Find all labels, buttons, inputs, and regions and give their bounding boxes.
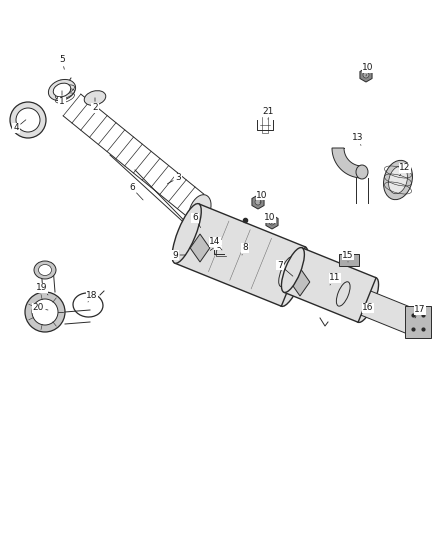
Text: 8: 8: [242, 244, 248, 255]
Text: 20: 20: [32, 303, 48, 312]
Text: 14: 14: [209, 238, 222, 250]
Text: 10: 10: [362, 63, 374, 76]
Text: 5: 5: [59, 55, 65, 69]
Ellipse shape: [34, 261, 56, 279]
Ellipse shape: [189, 195, 211, 225]
Text: 17: 17: [414, 305, 426, 318]
Ellipse shape: [84, 91, 106, 106]
Text: 6: 6: [210, 240, 221, 251]
Ellipse shape: [295, 263, 311, 293]
Text: 12: 12: [399, 164, 411, 176]
Text: 9: 9: [172, 251, 185, 260]
Polygon shape: [284, 248, 376, 322]
Ellipse shape: [39, 264, 52, 276]
Polygon shape: [360, 68, 372, 82]
Ellipse shape: [389, 166, 407, 193]
FancyBboxPatch shape: [405, 306, 431, 338]
Text: 13: 13: [352, 133, 364, 146]
Ellipse shape: [269, 219, 275, 225]
Text: 7: 7: [277, 261, 293, 276]
Polygon shape: [252, 195, 264, 209]
Ellipse shape: [49, 79, 76, 101]
Text: 18: 18: [86, 290, 98, 302]
Ellipse shape: [255, 199, 261, 205]
Ellipse shape: [356, 278, 378, 322]
Ellipse shape: [25, 292, 65, 332]
Text: 19: 19: [36, 284, 48, 295]
Polygon shape: [190, 234, 210, 262]
Ellipse shape: [16, 108, 40, 132]
Ellipse shape: [363, 72, 369, 78]
Ellipse shape: [282, 247, 304, 293]
Ellipse shape: [279, 247, 308, 306]
Text: 21: 21: [262, 108, 274, 119]
Polygon shape: [175, 204, 305, 306]
Text: 6: 6: [129, 183, 143, 200]
Text: 6: 6: [192, 214, 201, 228]
Text: 3: 3: [167, 174, 181, 184]
Polygon shape: [332, 148, 362, 178]
Ellipse shape: [172, 204, 201, 263]
Ellipse shape: [279, 257, 295, 287]
Ellipse shape: [32, 299, 58, 325]
Ellipse shape: [406, 310, 420, 334]
Text: 10: 10: [264, 214, 276, 224]
Polygon shape: [281, 257, 309, 293]
FancyBboxPatch shape: [339, 254, 359, 266]
Ellipse shape: [197, 227, 213, 257]
Text: 2: 2: [92, 98, 98, 112]
Ellipse shape: [336, 282, 350, 306]
Text: 10: 10: [256, 190, 268, 203]
Text: 4: 4: [13, 120, 26, 133]
Text: 1: 1: [59, 91, 65, 107]
Text: 11: 11: [329, 273, 341, 285]
Text: 15: 15: [342, 251, 354, 262]
Ellipse shape: [356, 165, 368, 179]
Ellipse shape: [53, 83, 71, 97]
Ellipse shape: [10, 102, 46, 138]
Polygon shape: [266, 215, 278, 229]
Polygon shape: [290, 268, 310, 296]
Polygon shape: [179, 219, 211, 257]
Ellipse shape: [177, 219, 193, 249]
Text: 16: 16: [362, 303, 374, 312]
Polygon shape: [339, 282, 418, 334]
Ellipse shape: [384, 160, 413, 200]
